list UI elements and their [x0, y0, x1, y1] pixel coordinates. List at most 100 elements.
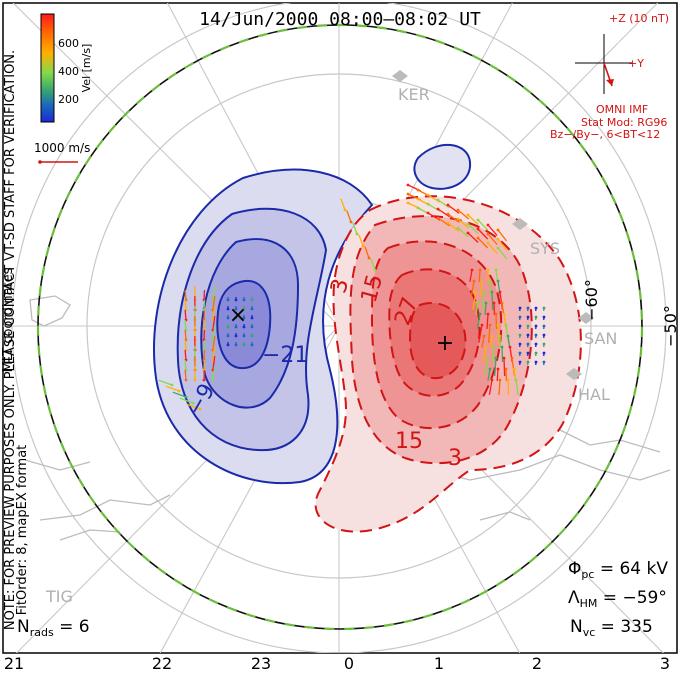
velocity-vector-origin: [476, 301, 480, 305]
velocity-vector: [489, 280, 492, 297]
velocity-vector-origin: [184, 395, 188, 399]
velocity-vector-origin: [242, 343, 246, 347]
neg-island: [413, 143, 472, 190]
velocity-vector-origin: [472, 279, 476, 283]
velocity-vector-origin: [482, 290, 486, 294]
velocity-vector-origin: [492, 301, 496, 305]
stat-n-rads: Nrads = 6: [17, 617, 90, 639]
stat-phi-pc: Φpc = 64 kV: [568, 559, 668, 581]
imf-clock: +Z (10 nT) +Y OMNI IMF Stat Mod: RG96 Bz…: [550, 12, 669, 141]
velocity-vector: [498, 379, 501, 396]
velocity-vector: [352, 222, 358, 235]
velocity-vector-origin: [500, 345, 504, 349]
colorbar-tick-400: 400: [58, 65, 79, 78]
velocity-vector: [487, 242, 498, 255]
velocity-vector-origin: [234, 307, 238, 311]
velocity-vector-origin: [508, 345, 512, 349]
map-title: 14/Jun/2000 08:00–08:02 UT: [199, 9, 481, 30]
velocity-vector: [497, 238, 508, 251]
velocity-vector: [497, 229, 508, 242]
velocity-vector: [467, 223, 479, 234]
velocity-vector-origin: [484, 345, 488, 349]
velocity-vector-origin: [498, 290, 502, 294]
velocity-vector: [457, 218, 470, 229]
velocity-vector: [477, 228, 489, 240]
stat-lambda-hm: ΛHM = −59°: [568, 588, 667, 610]
velocity-vector-origin: [534, 306, 538, 310]
velocity-vector-origin: [406, 183, 410, 187]
imf-source: OMNI IMF: [596, 103, 648, 116]
velocity-vector-origin: [456, 217, 460, 221]
velocity-vector: [184, 369, 187, 381]
station-ker-label: KER: [398, 85, 430, 104]
mlt-tick-22: 22: [152, 654, 172, 673]
velocity-vector-origin: [474, 290, 478, 294]
velocity-vector: [484, 302, 487, 316]
hm-boundary-green: [36, 23, 644, 631]
velocity-vector-origin: [406, 192, 410, 196]
velocity-vector: [437, 199, 450, 209]
velocity-vector-origin: [406, 201, 410, 205]
velocity-vector-origin: [250, 334, 254, 338]
velocity-vector-origin: [226, 325, 230, 329]
velocity-vector-origin: [343, 208, 347, 212]
positive-cell: [314, 195, 582, 533]
velocity-vector-origin: [534, 360, 538, 364]
velocity-vector: [212, 356, 216, 371]
velocity-vector-origin: [426, 202, 430, 206]
velocity-vector: [184, 289, 187, 301]
scale-label: 1000 m/s: [34, 141, 90, 155]
velocity-vector: [457, 227, 470, 238]
mlt-tick-2: 2: [532, 654, 542, 673]
velocity-vector: [203, 309, 206, 321]
velocity-vector-origin: [498, 334, 502, 338]
velocity-vector-origin: [518, 315, 522, 319]
fit-order-label: FitOrder: 8, mapEX format: [15, 445, 30, 616]
stat-n-vc: Nvc = 335: [570, 617, 653, 639]
velocity-vector-origin: [250, 343, 254, 347]
velocity-vector: [212, 326, 216, 341]
velocity-vector: [488, 324, 491, 344]
pos-contour-inner: [408, 302, 467, 380]
lat-label-60: −60°: [582, 279, 601, 321]
velocity-vector-origin: [488, 323, 492, 327]
velocity-vector-origin: [518, 324, 522, 328]
velocity-vector: [203, 289, 206, 301]
velocity-vector: [477, 237, 489, 249]
velocity-vector-origin: [436, 198, 440, 202]
velocity-vector: [488, 379, 493, 395]
velocity-vector-origin: [534, 324, 538, 328]
station-hal-marker: [566, 368, 582, 380]
velocity-vector-origin: [226, 298, 230, 302]
velocity-vector: [457, 209, 470, 220]
velocity-vector-origin: [510, 356, 514, 360]
velocity-vector: [496, 368, 499, 382]
station-san-label: SAN: [584, 329, 617, 348]
velocity-vector: [480, 280, 483, 297]
velocity-vector: [184, 329, 187, 341]
velocity-vector: [481, 335, 485, 348]
velocity-vector: [158, 379, 173, 386]
velocity-vector-origin: [518, 333, 522, 337]
velocity-vector-origin: [518, 306, 522, 310]
velocity-vector: [184, 299, 187, 311]
velocity-vector: [492, 346, 495, 363]
velocity-vector: [184, 359, 187, 371]
velocity-vector-origin: [226, 307, 230, 311]
velocity-vector: [212, 346, 216, 361]
velocity-vector-origin: [234, 325, 238, 329]
velocity-vector-origin: [490, 334, 494, 338]
colorbar-label: Vel [m/s]: [80, 44, 93, 93]
velocity-vector: [487, 233, 498, 246]
velocity-vector-origin: [504, 323, 508, 327]
velocity-vector: [507, 379, 510, 396]
velocity-vector-origin: [476, 218, 480, 222]
mlt-tick-21: 21: [4, 654, 24, 673]
velocity-vector-origin: [492, 345, 496, 349]
velocity-vector-origin: [490, 378, 494, 382]
velocity-vector: [486, 313, 489, 330]
velocity-vector-origin: [526, 360, 530, 364]
velocity-vector-origin: [494, 268, 498, 272]
velocity-vector: [370, 258, 376, 271]
